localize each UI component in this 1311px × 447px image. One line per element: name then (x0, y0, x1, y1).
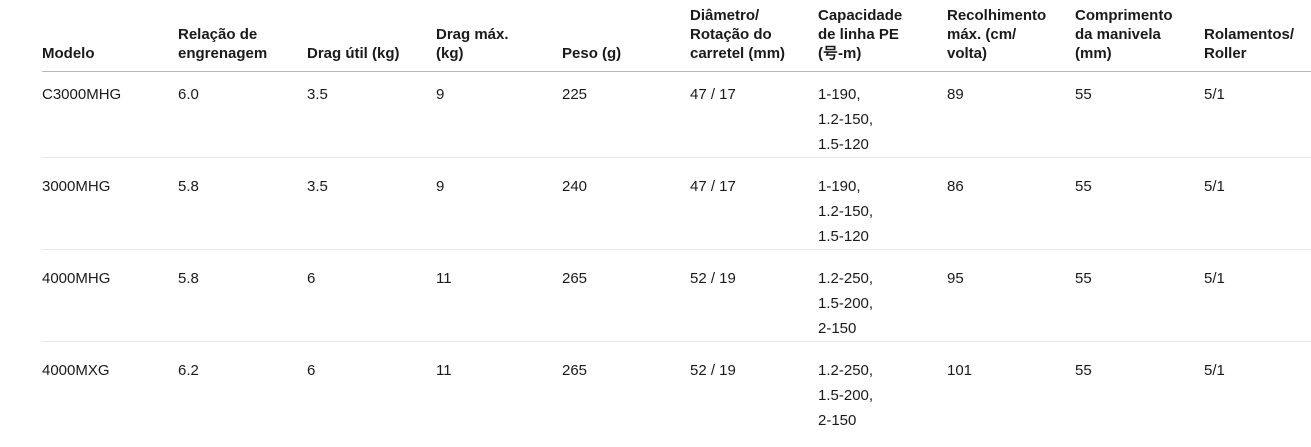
cell-drag-max: 11 (436, 249, 562, 342)
cell-comprimento-manivela: 55 (1075, 71, 1204, 158)
col-header-drag-max: Drag máx. (kg) (436, 0, 562, 72)
cell-comprimento-manivela: 55 (1075, 362, 1092, 379)
header-row: Modelo Relação de engrenagem Drag útil (… (42, 0, 1311, 72)
spec-table: Modelo Relação de engrenagem Drag útil (… (42, 0, 1311, 433)
cell-recolhimento-max: 101 (947, 362, 973, 379)
cell-peso: 240 (562, 157, 690, 250)
cell-drag-util: 3.5 (307, 157, 436, 250)
cell-drag-util: 6 (307, 249, 436, 342)
cell-diametro-rotacao: 52 / 19 (690, 362, 736, 379)
cell-drag-max: 9 (436, 157, 562, 250)
cell-recolhimento-max: 89 (947, 71, 1075, 158)
cell-recolhimento-max: 95 (947, 249, 1075, 342)
table-row: C3000MHG 6.0 3.5 9 225 47 / 17 1-190, 1.… (42, 71, 1311, 158)
col-header-comprimento-manivela: Comprimento da manivela (mm) (1075, 0, 1204, 72)
cell-diametro-rotacao: 47 / 17 (690, 71, 818, 158)
col-header-rolamentos-roller: Rolamentos/ Roller (1204, 0, 1311, 72)
col-header-capacidade-pe: Capacidade de linha PE (号-m) (818, 0, 947, 72)
cell-peso: 225 (562, 71, 690, 158)
cell-capacidade-pe: 1-190, 1.2-150, 1.5-120 (818, 157, 947, 250)
cell-rolamentos-roller: 5/1 (1204, 157, 1311, 250)
cell-modelo: 3000MHG (42, 157, 178, 250)
cell-modelo: 4000MXG (42, 362, 110, 379)
cell-relacao-engrenagem: 6.0 (178, 71, 307, 158)
cell-comprimento-manivela: 55 (1075, 157, 1204, 250)
col-header-recolhimento-max: Recolhimento máx. (cm/ volta) (947, 0, 1075, 72)
cell-diametro-rotacao: 47 / 17 (690, 157, 818, 250)
table-row: 4000MHG 5.8 6 11 265 52 / 19 1.2-250, 1.… (42, 249, 1311, 342)
cell-rolamentos-roller: 5/1 (1204, 249, 1311, 342)
cell-drag-util: 3.5 (307, 71, 436, 158)
cell-relacao-engrenagem: 5.8 (178, 249, 307, 342)
cell-relacao-engrenagem: 6.2 (178, 362, 199, 379)
table-row: 3000MHG 5.8 3.5 9 240 47 / 17 1-190, 1.2… (42, 157, 1311, 250)
cell-capacidade-pe: 1.2-250, 1.5-200, 2-150 (818, 249, 947, 342)
cell-modelo: C3000MHG (42, 71, 178, 158)
cell-recolhimento-max: 86 (947, 157, 1075, 250)
cell-rolamentos-roller: 5/1 (1204, 362, 1225, 379)
cell-drag-util: 6 (307, 362, 316, 379)
cell-peso: 265 (562, 249, 690, 342)
cell-relacao-engrenagem: 5.8 (178, 157, 307, 250)
col-header-drag-util: Drag útil (kg) (307, 0, 436, 72)
table-row: 4000MXG 6.2 6 11 265 52 / 19 1.2-250, 1.… (42, 342, 1311, 434)
cell-capacidade-pe: 1-190, 1.2-150, 1.5-120 (818, 71, 947, 158)
cell-rolamentos-roller: 5/1 (1204, 71, 1311, 158)
cell-diametro-rotacao: 52 / 19 (690, 249, 818, 342)
col-header-diametro-rotacao: Diâmetro/ Rotação do carretel (mm) (690, 0, 818, 72)
cell-capacidade-pe: 1.2-250, 1.5-200, 2-150 (818, 362, 874, 429)
col-header-relacao-engrenagem: Relação de engrenagem (178, 0, 307, 72)
col-header-modelo: Modelo (42, 0, 178, 72)
cell-drag-max: 9 (436, 71, 562, 158)
cell-modelo: 4000MHG (42, 249, 178, 342)
cell-comprimento-manivela: 55 (1075, 249, 1204, 342)
cell-drag-max: 11 (436, 362, 452, 379)
cell-peso: 265 (562, 362, 588, 379)
col-header-peso: Peso (g) (562, 0, 690, 72)
